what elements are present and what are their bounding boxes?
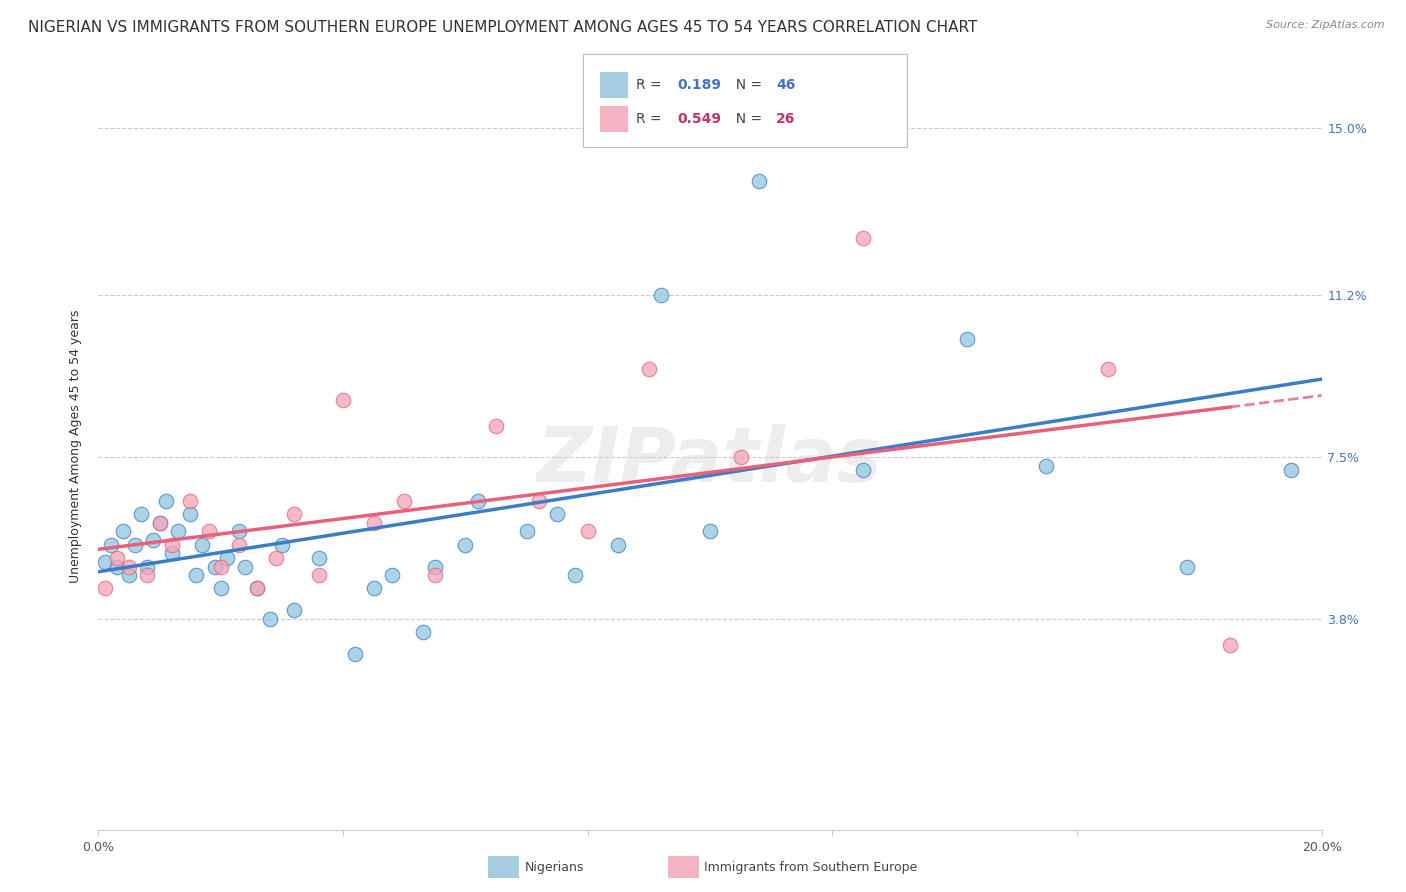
Text: N =: N = (727, 78, 766, 92)
Point (467, 493, 489, 508)
Point (111, 524, 134, 539)
Point (454, 538, 477, 552)
Point (546, 507, 568, 521)
Point (118, 559, 141, 574)
Point (149, 516, 172, 530)
Text: ZIPatlas: ZIPatlas (537, 425, 883, 499)
Text: Nigerians: Nigerians (524, 861, 583, 873)
Point (259, 612, 281, 626)
Point (228, 538, 250, 552)
Point (308, 568, 330, 582)
Point (105, 550, 128, 565)
Point (118, 568, 141, 582)
Point (179, 507, 201, 521)
Point (136, 568, 159, 582)
Point (209, 582, 232, 596)
Point (527, 493, 550, 508)
Point (748, 174, 770, 188)
Point (564, 568, 586, 582)
Point (105, 559, 128, 574)
Point (93, 555, 115, 569)
Text: Source: ZipAtlas.com: Source: ZipAtlas.com (1267, 20, 1385, 29)
Text: R =: R = (636, 112, 665, 126)
Point (93, 582, 115, 596)
Text: Immigrants from Southern Europe: Immigrants from Southern Europe (704, 861, 918, 873)
Point (1035, 458, 1057, 473)
Point (332, 392, 354, 407)
Point (412, 625, 434, 640)
Point (363, 516, 385, 530)
Point (160, 538, 183, 552)
Text: 0.189: 0.189 (678, 78, 721, 92)
Point (283, 603, 305, 617)
Text: R =: R = (636, 78, 665, 92)
Point (186, 568, 208, 582)
Point (179, 493, 201, 508)
Point (1279, 463, 1302, 477)
Point (160, 546, 183, 560)
Point (283, 507, 305, 521)
Point (124, 538, 146, 552)
Point (516, 524, 538, 539)
Point (246, 582, 269, 596)
Point (392, 493, 416, 508)
Point (730, 450, 752, 464)
Text: 0.549: 0.549 (678, 112, 721, 126)
Y-axis label: Unemployment Among Ages 45 to 54 years: Unemployment Among Ages 45 to 54 years (69, 310, 83, 582)
Point (956, 332, 979, 346)
Point (852, 463, 875, 477)
Point (485, 419, 508, 434)
Point (1097, 362, 1119, 376)
Point (100, 538, 122, 552)
Point (1175, 559, 1198, 574)
Point (191, 538, 214, 552)
Text: NIGERIAN VS IMMIGRANTS FROM SOUTHERN EUROPE UNEMPLOYMENT AMONG AGES 45 TO 54 YEA: NIGERIAN VS IMMIGRANTS FROM SOUTHERN EUR… (28, 20, 977, 35)
Point (423, 559, 446, 574)
Point (215, 550, 238, 565)
Point (142, 533, 165, 548)
Point (650, 287, 672, 301)
Point (129, 507, 152, 521)
Point (233, 559, 256, 574)
Point (852, 231, 875, 245)
Point (209, 559, 232, 574)
Text: 26: 26 (776, 112, 796, 126)
Point (149, 516, 172, 530)
Point (167, 524, 190, 539)
Point (264, 550, 287, 565)
Text: 46: 46 (776, 78, 796, 92)
Point (423, 568, 446, 582)
Point (228, 524, 250, 539)
Point (136, 559, 159, 574)
Point (155, 493, 177, 508)
Point (204, 559, 226, 574)
Point (246, 582, 269, 596)
Text: N =: N = (727, 112, 766, 126)
Point (381, 568, 404, 582)
Point (637, 362, 661, 376)
Point (308, 550, 330, 565)
Point (197, 524, 219, 539)
Point (363, 582, 385, 596)
Point (344, 647, 367, 661)
Point (270, 538, 294, 552)
Point (607, 538, 630, 552)
Point (790, 130, 813, 145)
Point (699, 524, 721, 539)
Point (1219, 639, 1241, 653)
Point (576, 524, 599, 539)
